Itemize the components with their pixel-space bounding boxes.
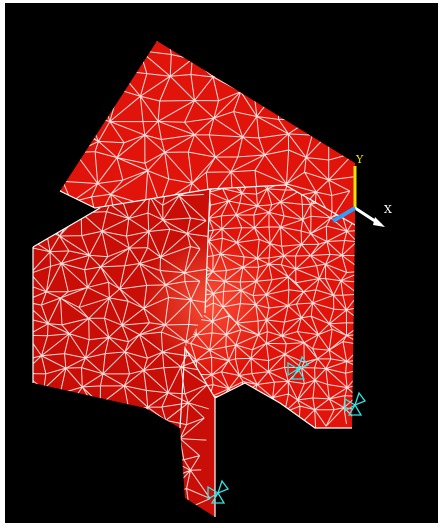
constraint-triangle (207, 485, 220, 501)
mesh-faces (33, 41, 355, 517)
mesh-creases (32, 184, 356, 517)
constraint-triangle (296, 355, 310, 371)
constraint-triangle (216, 479, 230, 495)
constraint-triangle (210, 491, 226, 504)
constraint-triangle (290, 367, 306, 380)
constraint-triangle (347, 403, 363, 416)
displacement-constraint-icon (207, 479, 230, 504)
constraint-triangle (287, 361, 300, 377)
coordinate-triad (331, 166, 385, 227)
constraint-triangle (353, 391, 367, 407)
constraint-triangle (344, 397, 357, 413)
graphics-viewport[interactable]: Y X (5, 3, 438, 523)
crease-notch (179, 346, 216, 517)
displacement-constraint-icon (344, 391, 367, 416)
crease-notch-right (214, 382, 352, 429)
axis-x-arrow (373, 217, 385, 227)
mesh-model (32, 41, 385, 517)
face-highlight (140, 233, 280, 373)
axis-z-line (331, 206, 357, 223)
axis-y-label: Y (356, 153, 364, 166)
constraints-layer (207, 355, 367, 504)
axis-x-label: X (384, 203, 392, 216)
crease-vertical-left (204, 188, 211, 314)
crease-step (32, 207, 101, 248)
displacement-constraint-icon (287, 355, 310, 380)
